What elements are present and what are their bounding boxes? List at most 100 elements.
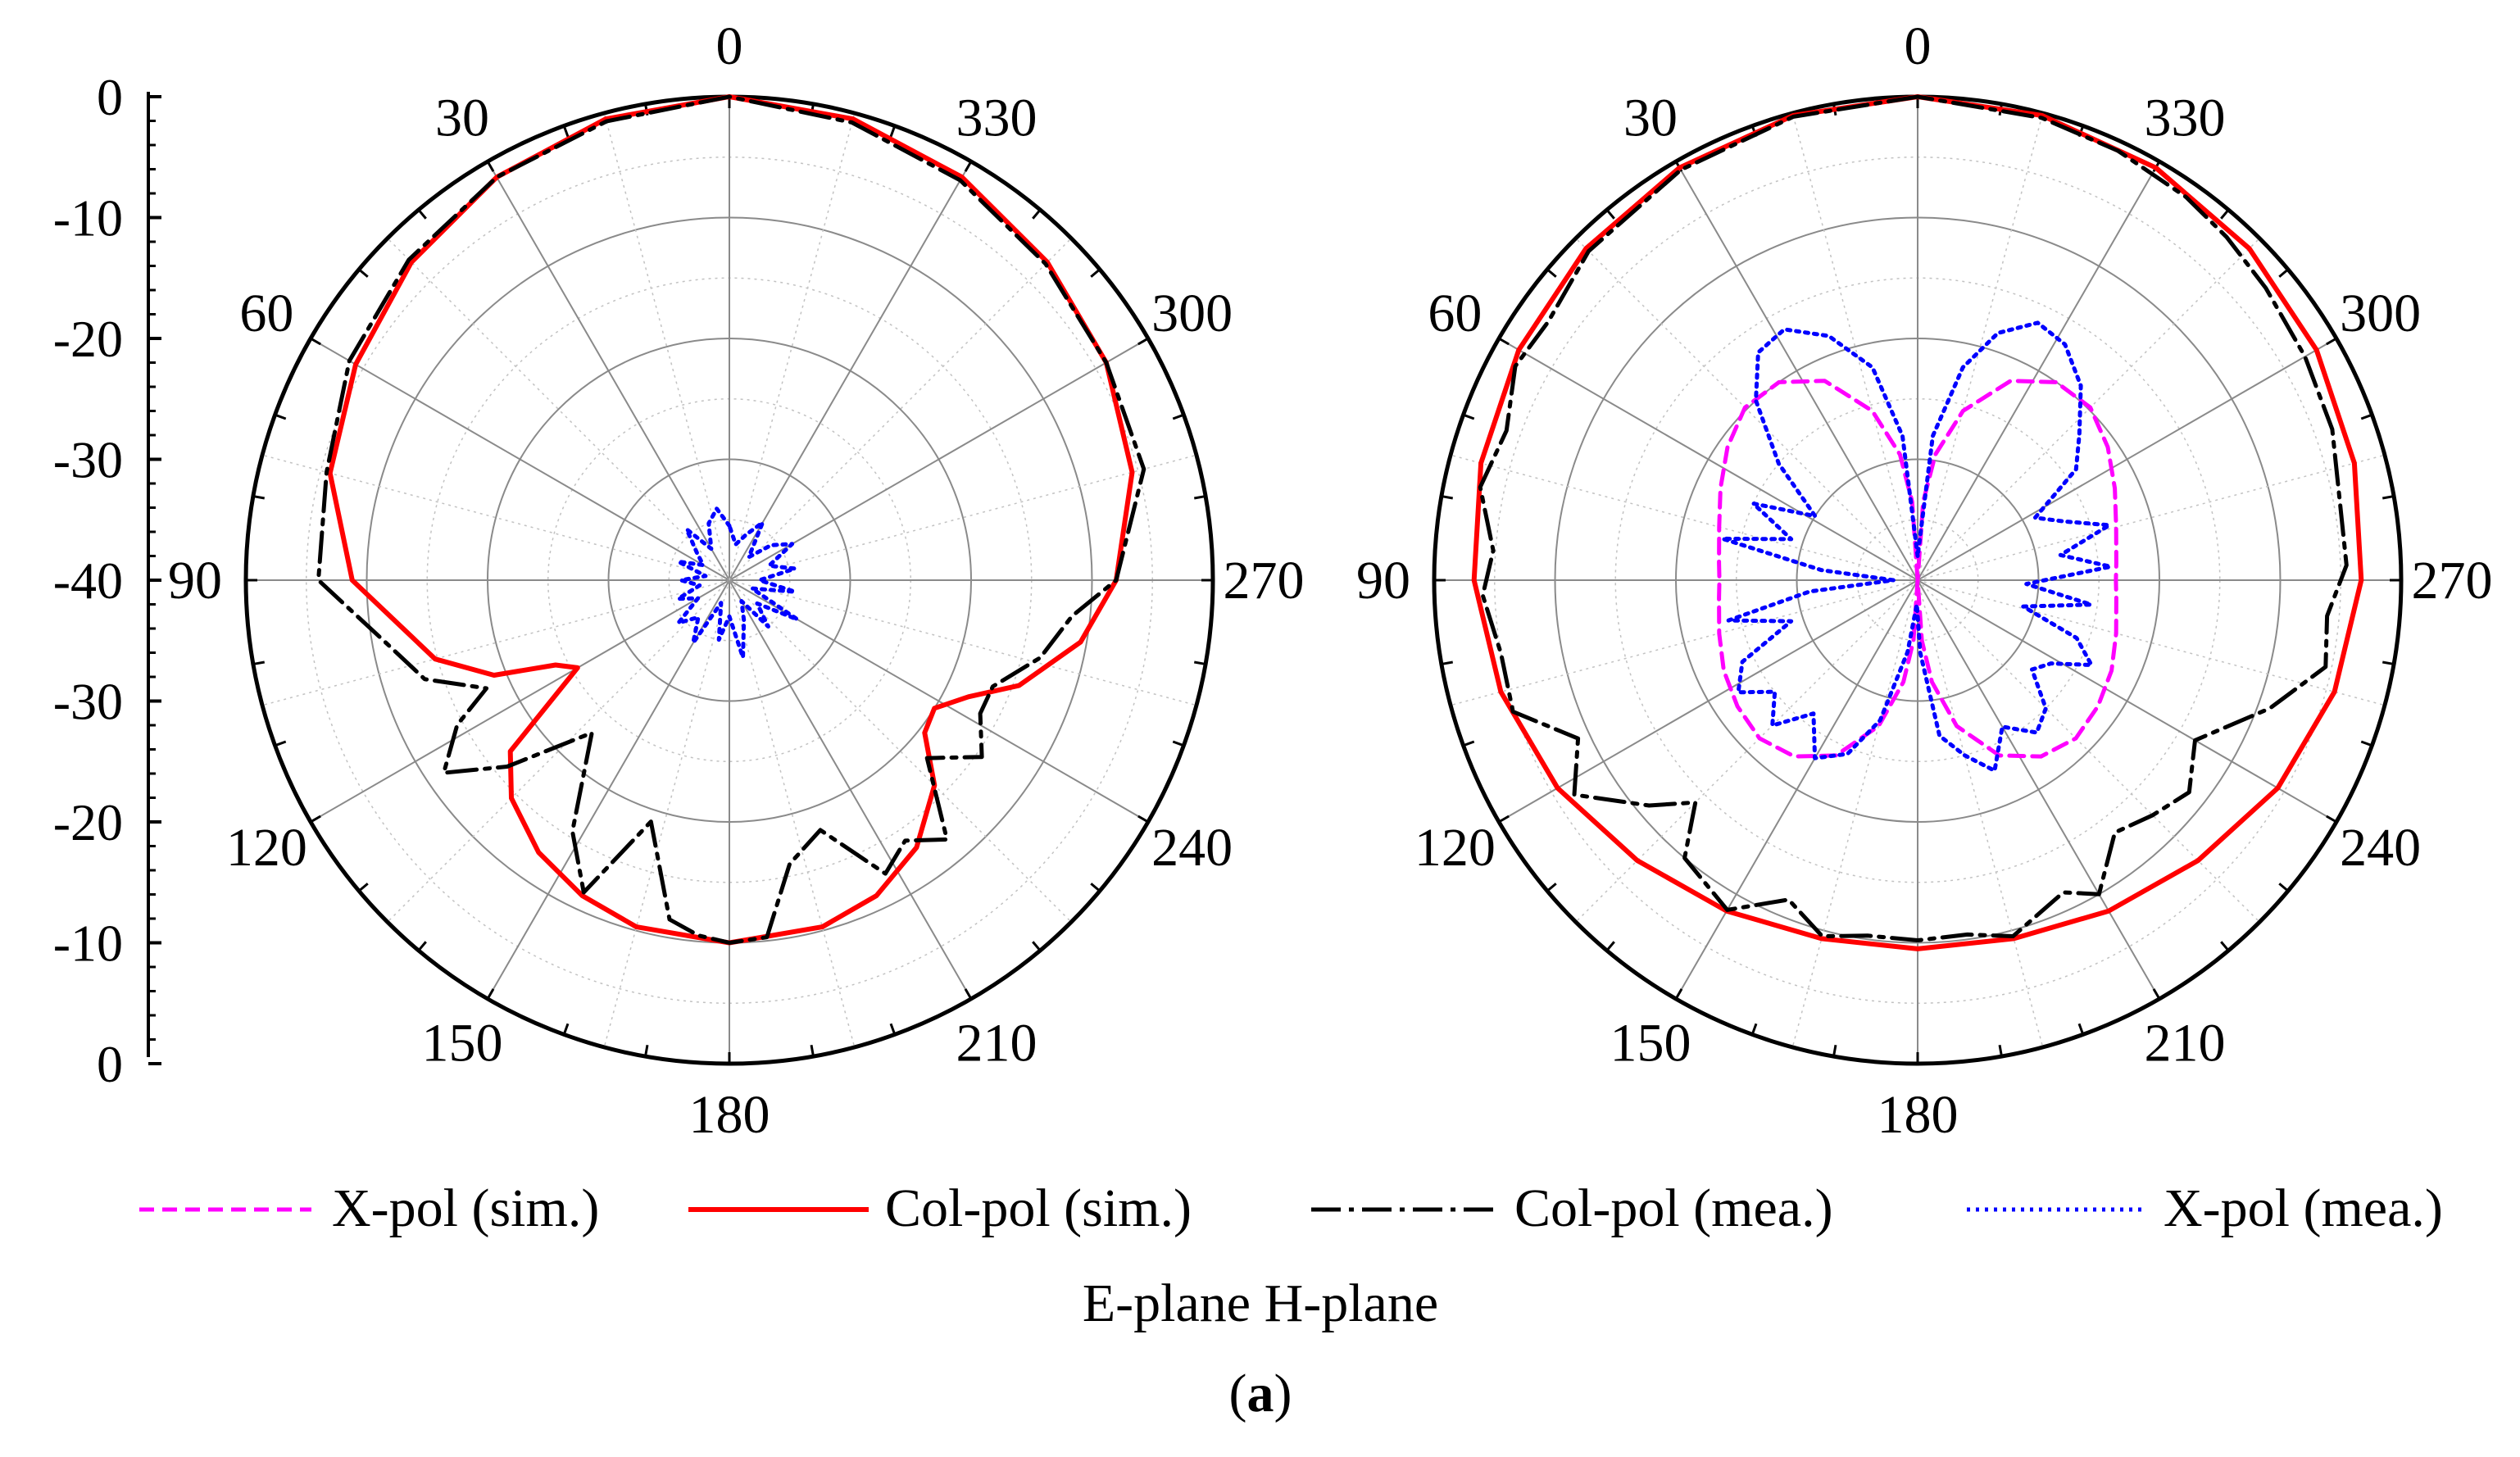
legend-label-col-pol-mea: Col-pol (mea.)	[1514, 1178, 1833, 1238]
radial-axis-label: -10	[53, 915, 123, 973]
grid-spoke	[729, 338, 1149, 581]
grid-spoke	[487, 579, 730, 1000]
grid-spoke	[1917, 579, 2044, 1048]
series-col-pol-mea	[316, 94, 1146, 945]
grid-spoke	[729, 579, 1072, 923]
angle-label: 60	[1428, 284, 1482, 343]
angle-tick-mark	[1193, 495, 1206, 500]
grid-spoke	[1791, 112, 1918, 581]
angle-tick-mark	[1546, 883, 1557, 892]
angle-label: 0	[716, 16, 743, 76]
grid-spoke	[1917, 579, 2260, 923]
radial-axis-label: -20	[53, 793, 123, 851]
plane-caption: E-plane H-plane	[1083, 1273, 1438, 1333]
angle-label: 0	[1905, 16, 1932, 76]
legend-label-x-pol-mea: X-pol (mea.)	[2164, 1178, 2443, 1238]
grid-spoke	[487, 161, 730, 581]
angle-label: 90	[168, 551, 222, 610]
grid-spoke	[310, 338, 730, 581]
grid-spoke	[1498, 338, 1918, 581]
radial-axis: 0 -10 -20 -30 -40 -30 -20 -10 0	[53, 68, 161, 1093]
angle-tick-mark	[2360, 740, 2372, 747]
grid-spoke	[1575, 579, 1918, 923]
angle-label: 240	[2340, 818, 2421, 878]
angle-tick-mark	[1463, 413, 1475, 420]
angle-label: 210	[2145, 1014, 2226, 1073]
grid-spoke	[1917, 238, 2260, 581]
angle-tick-mark	[1674, 988, 1683, 1000]
legend: X-pol (sim.) Col-pol (sim.) Col-pol (mea…	[139, 1178, 2443, 1238]
angle-tick-mark	[889, 125, 897, 138]
angle-tick-mark	[1032, 941, 1042, 951]
angle-tick-mark	[1090, 268, 1101, 278]
angle-tick-mark	[1441, 495, 1454, 500]
angle-tick-mark	[1605, 941, 1615, 951]
angle-tick-mark	[2326, 337, 2337, 346]
h-plane-polar-plot: 0 30 60 90 120 150 180 210 240 270 300 330	[1356, 16, 2493, 1145]
legend-label-col-pol-sim: Col-pol (sim.)	[885, 1178, 1192, 1238]
grid-spoke	[729, 579, 1149, 823]
angle-tick-mark	[2382, 660, 2395, 665]
grid-spoke	[261, 579, 730, 706]
angle-tick-mark	[310, 337, 321, 346]
grid-spoke	[1917, 112, 2044, 581]
angle-tick-mark	[562, 1023, 570, 1035]
grid-spoke	[310, 579, 730, 823]
angle-tick-mark	[1463, 740, 1475, 747]
angle-tick-mark	[486, 161, 495, 172]
angle-tick-mark	[2220, 941, 2230, 951]
angle-tick-mark	[252, 660, 266, 665]
legend-label-x-pol-sim: X-pol (sim.)	[332, 1178, 599, 1238]
angle-tick-mark	[310, 815, 321, 824]
angle-tick-mark	[2220, 209, 2230, 220]
radial-axis-label: 0	[97, 1035, 123, 1093]
grid-spoke	[387, 579, 730, 923]
angle-tick-mark	[1546, 268, 1557, 278]
angle-label: 120	[226, 818, 307, 878]
angle-label: 270	[2412, 551, 2493, 610]
angle-tick-mark	[417, 941, 427, 951]
series-col-pol-sim	[1471, 94, 2364, 951]
angle-label: 120	[1414, 818, 1496, 878]
angle-label: 300	[1151, 284, 1233, 343]
series-x-pol-mea	[1720, 320, 2113, 773]
grid-spoke	[1498, 579, 1918, 823]
angle-label: 240	[1151, 818, 1233, 878]
angle-tick-mark	[2360, 413, 2372, 420]
grid-spoke	[1450, 579, 1918, 706]
grid-spoke	[1917, 161, 2160, 581]
radial-axis-label: -10	[53, 189, 123, 247]
angle-tick-mark	[1172, 413, 1184, 420]
angle-label: 270	[1224, 551, 1305, 610]
angle-tick-mark	[889, 1023, 897, 1035]
angle-label: 30	[1623, 88, 1678, 148]
angle-tick-mark	[2152, 988, 2161, 1000]
series-col-pol-sim	[327, 94, 1135, 946]
radial-axis-label: -40	[53, 551, 123, 610]
angle-tick-mark	[1998, 1044, 2003, 1057]
grid-spoke	[1575, 238, 1918, 581]
angle-label: 30	[435, 88, 489, 148]
angle-tick-mark	[417, 209, 427, 220]
grid-spoke	[1917, 579, 2386, 706]
series-x-pol-sim	[1717, 379, 2118, 759]
angle-tick-mark	[275, 413, 287, 420]
grid-spoke	[1917, 579, 2160, 1000]
angle-tick-mark	[964, 161, 973, 172]
grid-spoke	[729, 579, 972, 1000]
grid-spoke	[1675, 579, 1918, 1000]
grid-spoke	[387, 238, 730, 581]
subfigure-label: (a)	[1229, 1364, 1292, 1423]
angle-tick-mark	[644, 1044, 649, 1057]
angle-label: 60	[239, 284, 293, 343]
angle-tick-mark	[2278, 883, 2289, 892]
grid-spoke	[729, 238, 1072, 581]
series-col-pol-mea	[1478, 94, 2349, 942]
grid-spoke	[1791, 579, 1918, 1048]
grid-spoke	[729, 579, 856, 1048]
angle-tick-mark	[275, 740, 287, 747]
angle-label: 150	[1610, 1014, 1691, 1073]
series-x-pol-mea	[676, 506, 800, 660]
angle-label: 90	[1356, 551, 1410, 610]
grid-spoke	[1917, 338, 2337, 581]
